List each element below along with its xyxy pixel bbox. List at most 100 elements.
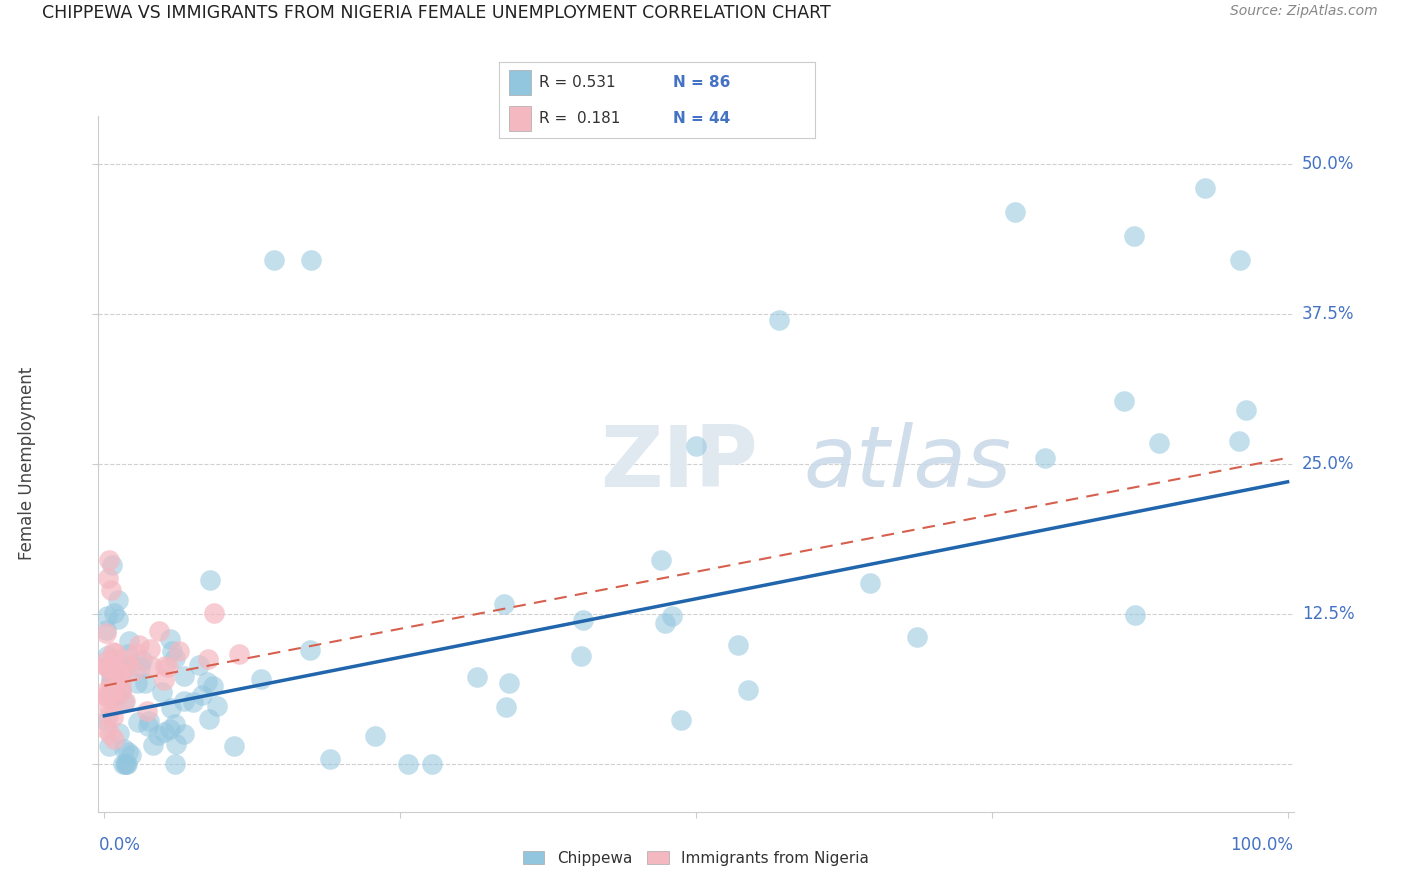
- Point: [125, 646, 148, 660]
- Point: [141, 659, 163, 673]
- Point: [157, 660, 180, 674]
- Point: [96, 660, 118, 674]
- Point: [101, 558, 124, 573]
- Text: R =  0.181: R = 0.181: [538, 111, 620, 126]
- Point: [110, 683, 132, 698]
- Point: [498, 675, 520, 690]
- Point: [107, 592, 129, 607]
- Point: [165, 756, 187, 771]
- Point: [141, 738, 163, 752]
- Text: N = 86: N = 86: [673, 75, 731, 90]
- Point: [173, 669, 195, 683]
- Point: [108, 668, 131, 682]
- Point: [100, 675, 122, 690]
- Point: [101, 682, 124, 697]
- Point: [669, 713, 692, 727]
- Point: [153, 673, 176, 687]
- Point: [103, 651, 125, 665]
- Point: [98, 727, 121, 741]
- Point: [150, 685, 173, 699]
- Point: [122, 664, 145, 678]
- Point: [128, 659, 150, 673]
- Point: [96, 623, 118, 637]
- Point: [165, 737, 187, 751]
- Text: 12.5%: 12.5%: [1302, 605, 1354, 623]
- Point: [97, 690, 120, 705]
- Text: N = 44: N = 44: [673, 111, 730, 126]
- Point: [181, 695, 204, 709]
- Point: [299, 643, 322, 657]
- Point: [1194, 181, 1216, 195]
- Point: [134, 676, 156, 690]
- Point: [1123, 607, 1146, 622]
- Point: [111, 756, 134, 771]
- Point: [858, 576, 880, 591]
- Point: [96, 683, 118, 698]
- Point: [905, 630, 928, 644]
- Point: [98, 663, 121, 677]
- Point: [319, 752, 342, 766]
- Point: [94, 722, 117, 736]
- Point: [153, 725, 176, 739]
- Point: [136, 719, 159, 733]
- Point: [495, 700, 517, 714]
- Text: 100.0%: 100.0%: [1230, 836, 1294, 854]
- Point: [103, 669, 125, 683]
- Point: [97, 708, 120, 723]
- Point: [572, 613, 595, 627]
- Point: [96, 609, 118, 624]
- Point: [115, 756, 138, 771]
- Point: [492, 597, 515, 611]
- Point: [103, 606, 125, 620]
- Bar: [509, 70, 531, 95]
- Point: [160, 700, 183, 714]
- Point: [201, 679, 224, 693]
- Point: [111, 660, 134, 674]
- Point: [650, 553, 672, 567]
- Point: [112, 695, 135, 709]
- Point: [190, 688, 212, 702]
- Point: [737, 682, 759, 697]
- Point: [110, 684, 132, 698]
- Point: [96, 649, 118, 664]
- Point: [202, 606, 225, 620]
- Point: [94, 659, 117, 673]
- Point: [465, 670, 488, 684]
- Point: [107, 665, 129, 679]
- Text: R = 0.531: R = 0.531: [538, 75, 616, 90]
- Text: ZIP: ZIP: [600, 422, 758, 506]
- Point: [153, 658, 176, 673]
- Point: [173, 727, 195, 741]
- Point: [118, 634, 141, 648]
- Point: [364, 729, 387, 743]
- Point: [104, 692, 127, 706]
- Text: 50.0%: 50.0%: [1302, 155, 1354, 173]
- Text: Source: ZipAtlas.com: Source: ZipAtlas.com: [1230, 4, 1378, 19]
- Point: [103, 681, 125, 696]
- Point: [114, 756, 136, 771]
- Point: [1033, 450, 1056, 465]
- Point: [169, 643, 191, 657]
- Point: [187, 657, 209, 672]
- Point: [685, 439, 707, 453]
- Point: [101, 710, 124, 724]
- Point: [117, 745, 139, 759]
- Point: [249, 672, 271, 686]
- Point: [105, 688, 128, 702]
- Point: [97, 571, 120, 585]
- Point: [94, 696, 117, 710]
- Text: Female Unemployment: Female Unemployment: [18, 368, 35, 560]
- Text: 25.0%: 25.0%: [1302, 455, 1354, 473]
- Point: [1004, 205, 1026, 219]
- Text: 37.5%: 37.5%: [1302, 305, 1354, 323]
- Point: [165, 717, 187, 731]
- Point: [228, 647, 250, 661]
- Point: [148, 624, 170, 639]
- Point: [1229, 252, 1251, 267]
- Text: CHIPPEWA VS IMMIGRANTS FROM NIGERIA FEMALE UNEMPLOYMENT CORRELATION CHART: CHIPPEWA VS IMMIGRANTS FROM NIGERIA FEMA…: [42, 4, 831, 22]
- Point: [139, 642, 162, 657]
- Point: [94, 626, 117, 640]
- Point: [569, 648, 592, 663]
- Point: [654, 615, 676, 630]
- Point: [100, 675, 122, 690]
